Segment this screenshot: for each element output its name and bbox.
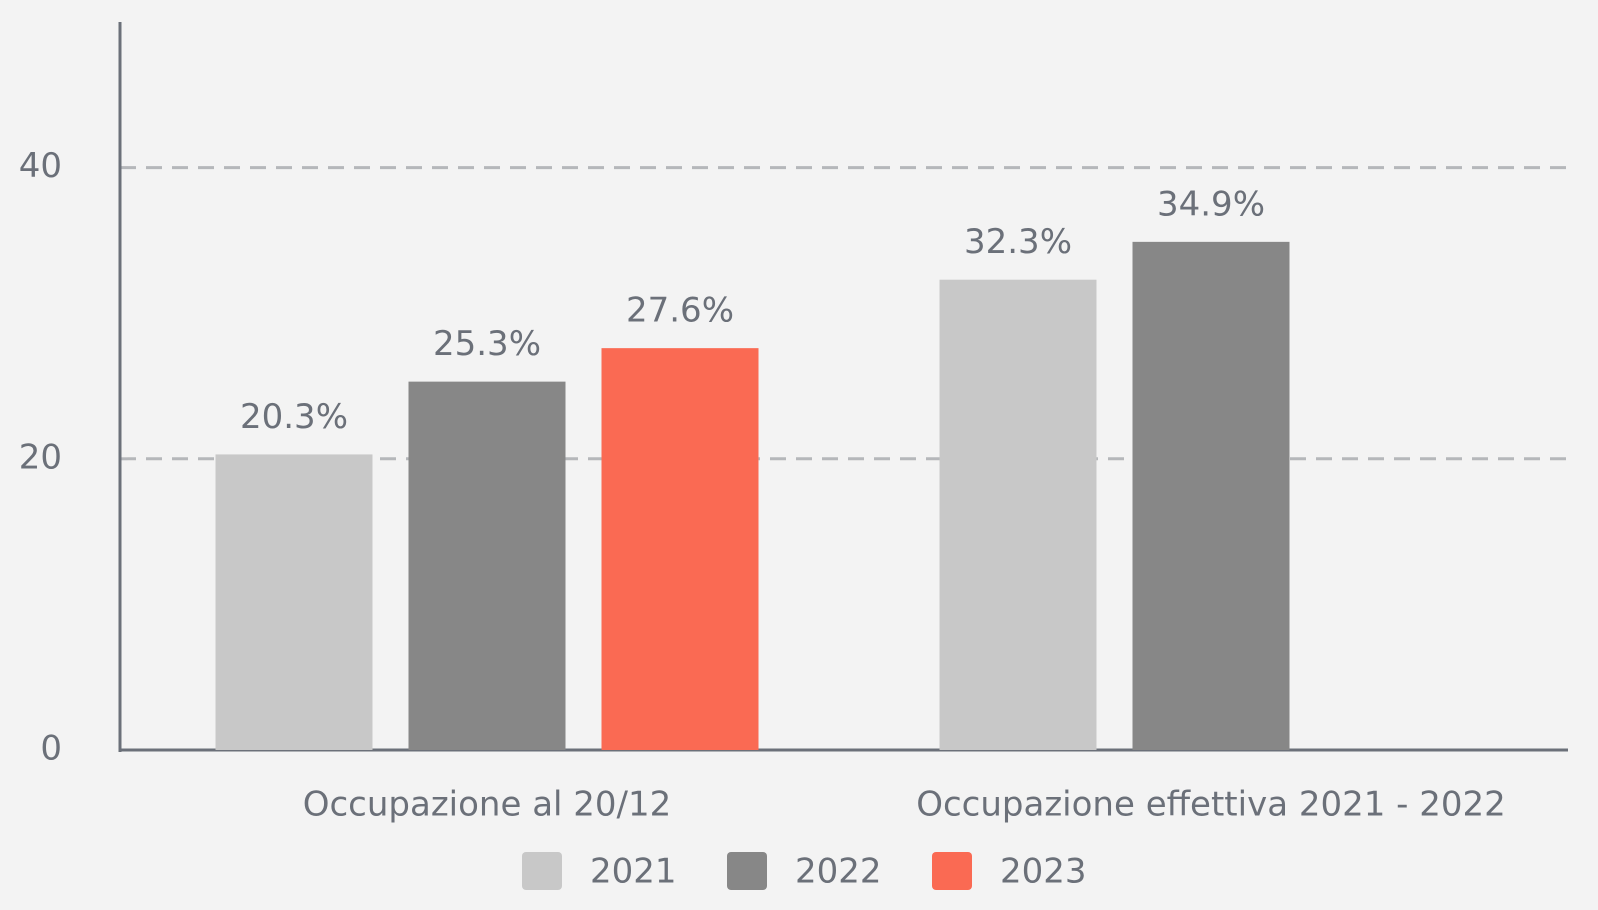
bar <box>939 279 1097 750</box>
value-label: 25.3% <box>433 324 541 364</box>
value-label: 34.9% <box>1157 184 1265 224</box>
legend-swatch <box>932 852 972 890</box>
y-tick-label: 20 <box>19 437 62 477</box>
y-tick-label: 0 <box>40 729 62 769</box>
value-label: 20.3% <box>240 397 348 437</box>
legend-swatch <box>522 852 562 890</box>
y-tick-label: 40 <box>19 146 62 186</box>
bar <box>1132 241 1290 750</box>
value-label: 27.6% <box>626 291 734 331</box>
bar <box>215 454 373 750</box>
legend-label: 2021 <box>590 852 677 892</box>
legend-label: 2023 <box>1000 852 1087 892</box>
bar <box>601 348 759 750</box>
x-tick-label: Occupazione effettiva 2021 - 2022 <box>916 785 1506 825</box>
legend-label: 2022 <box>795 852 882 892</box>
legend-swatch <box>727 852 767 890</box>
bar <box>408 381 566 750</box>
x-tick-label: Occupazione al 20/12 <box>303 785 672 825</box>
value-label: 32.3% <box>964 222 1072 262</box>
